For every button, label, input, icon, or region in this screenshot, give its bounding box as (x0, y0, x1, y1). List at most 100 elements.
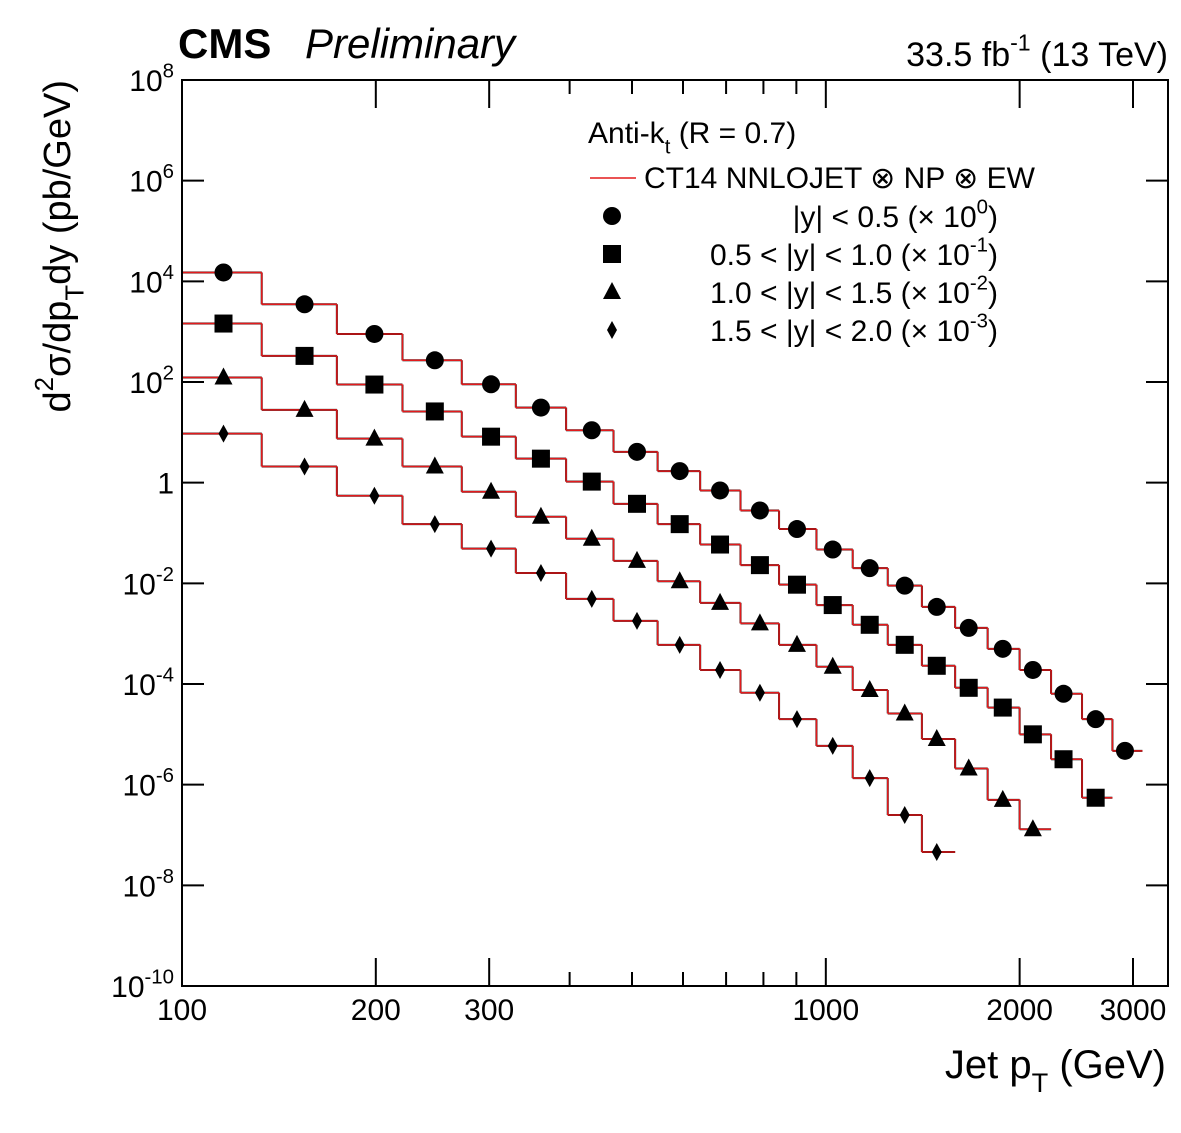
marker-triangle (787, 634, 806, 652)
marker-diamond (632, 611, 643, 630)
marker-triangle (295, 399, 314, 417)
legend-label-part: ) (988, 315, 998, 348)
marker-square (927, 656, 946, 675)
y-tick-label-part: -2 (156, 564, 174, 586)
y-tick-label-part: 6 (163, 161, 174, 183)
y-axis-label-part: T (61, 285, 89, 301)
marker-circle (1086, 710, 1105, 729)
marker-circle (425, 351, 444, 370)
legend-header-part: Anti-k (588, 117, 666, 150)
marker-diamond (715, 660, 726, 679)
legend-label: |y| < 0.5 (× 100) (793, 197, 998, 235)
marker-triangle (425, 456, 444, 474)
y-axis-label: d2σ/dpTdy (pb/GeV) (31, 80, 89, 412)
marker-square (531, 449, 550, 468)
marker-diamond (899, 805, 910, 824)
y-tick-label-part: 10 (129, 166, 162, 199)
marker-triangle (1023, 819, 1042, 837)
marker-circle (787, 520, 806, 539)
marker-circle (895, 576, 914, 595)
x-axis-label-part: T (1032, 1067, 1049, 1098)
marker-circle (1054, 684, 1073, 703)
marker-diamond (429, 515, 440, 534)
lumi-part: (13 TeV) (1031, 36, 1168, 74)
y-tick-label-part: 10 (122, 669, 155, 702)
y-axis-label-part: 2 (31, 377, 59, 391)
marker-square (670, 515, 689, 534)
marker-circle (860, 559, 879, 578)
marker-triangle (823, 656, 842, 674)
marker-square (214, 314, 233, 333)
marker-diamond (369, 486, 380, 505)
marker-circle (531, 398, 550, 417)
y-tick-label: 10-10 (111, 967, 174, 1005)
y-tick-label-part: -6 (156, 765, 174, 787)
marker-circle (365, 324, 384, 343)
legend-diamond (607, 321, 617, 339)
legend-theory-label: CT14 NNLOJET ⊗ NP ⊗ EW (644, 162, 1036, 195)
marker-circle (670, 462, 689, 481)
y-tick-label-part: 2 (163, 363, 174, 385)
marker-square (1086, 788, 1105, 807)
marker-triangle (711, 592, 730, 610)
marker-diamond (586, 589, 597, 608)
marker-triangle (214, 367, 233, 385)
legend-triangle (603, 282, 621, 299)
marker-square (1054, 750, 1073, 769)
y-tick-label-part: 8 (163, 61, 174, 83)
marker-square (628, 494, 647, 513)
y-tick-label-part: -4 (156, 665, 174, 687)
y-tick-label: 10-2 (122, 564, 174, 602)
marker-circle (1023, 660, 1042, 679)
x-tick-label: 1000 (792, 994, 859, 1027)
legend-label-part: -2 (970, 273, 988, 295)
marker-triangle (531, 506, 550, 524)
y-tick-label-part: -10 (145, 967, 174, 989)
y-axis-label-part: d (37, 391, 79, 412)
x-tick-label: 300 (464, 994, 514, 1027)
legend-label-part: 0 (977, 197, 988, 219)
legend-label-part: -3 (970, 311, 988, 333)
marker-triangle (670, 571, 689, 589)
y-tick-label-part: 10 (122, 568, 155, 601)
y-tick-label-part: 10 (129, 65, 162, 98)
marker-diamond (754, 683, 765, 702)
marker-circle (582, 421, 601, 440)
legend-header-part: (R = 0.7) (670, 117, 796, 150)
marker-diamond (535, 564, 546, 583)
x-tick-label: 200 (351, 994, 401, 1027)
y-tick-label: 104 (129, 262, 174, 300)
y-tick-label-part: 10 (122, 870, 155, 903)
marker-square (482, 427, 501, 446)
y-tick-label-part: 10 (129, 266, 162, 299)
marker-diamond (486, 539, 497, 558)
y-tick-label: 10-8 (122, 866, 174, 904)
marker-diamond (931, 842, 942, 861)
marker-circle (295, 295, 314, 314)
y-tick-label: 102 (129, 363, 174, 401)
y-tick-label-part: 10 (129, 367, 162, 400)
marker-triangle (860, 679, 879, 697)
experiment: CMS (178, 20, 271, 67)
marker-square (711, 535, 730, 554)
legend-label-part: -1 (970, 235, 988, 257)
marker-diamond (218, 424, 229, 443)
plot-frame (181, 79, 1169, 987)
marker-triangle (959, 758, 978, 776)
status: Preliminary (305, 20, 518, 67)
y-tick-label-part: -8 (156, 866, 174, 888)
marker-square (1023, 725, 1042, 744)
y-tick-label-part: 10 (122, 770, 155, 803)
marker-square (993, 698, 1012, 717)
marker-triangle (365, 428, 384, 446)
marker-diamond (864, 769, 875, 788)
marker-triangle (750, 613, 769, 631)
lumi-part: -1 (1010, 30, 1031, 56)
marker-square (895, 635, 914, 654)
x-axis-label-part: Jet p (945, 1043, 1032, 1087)
marker-square (295, 346, 314, 365)
x-tick-label: 100 (157, 994, 207, 1027)
marker-circle (750, 501, 769, 520)
legend-label-part: ) (988, 277, 998, 310)
